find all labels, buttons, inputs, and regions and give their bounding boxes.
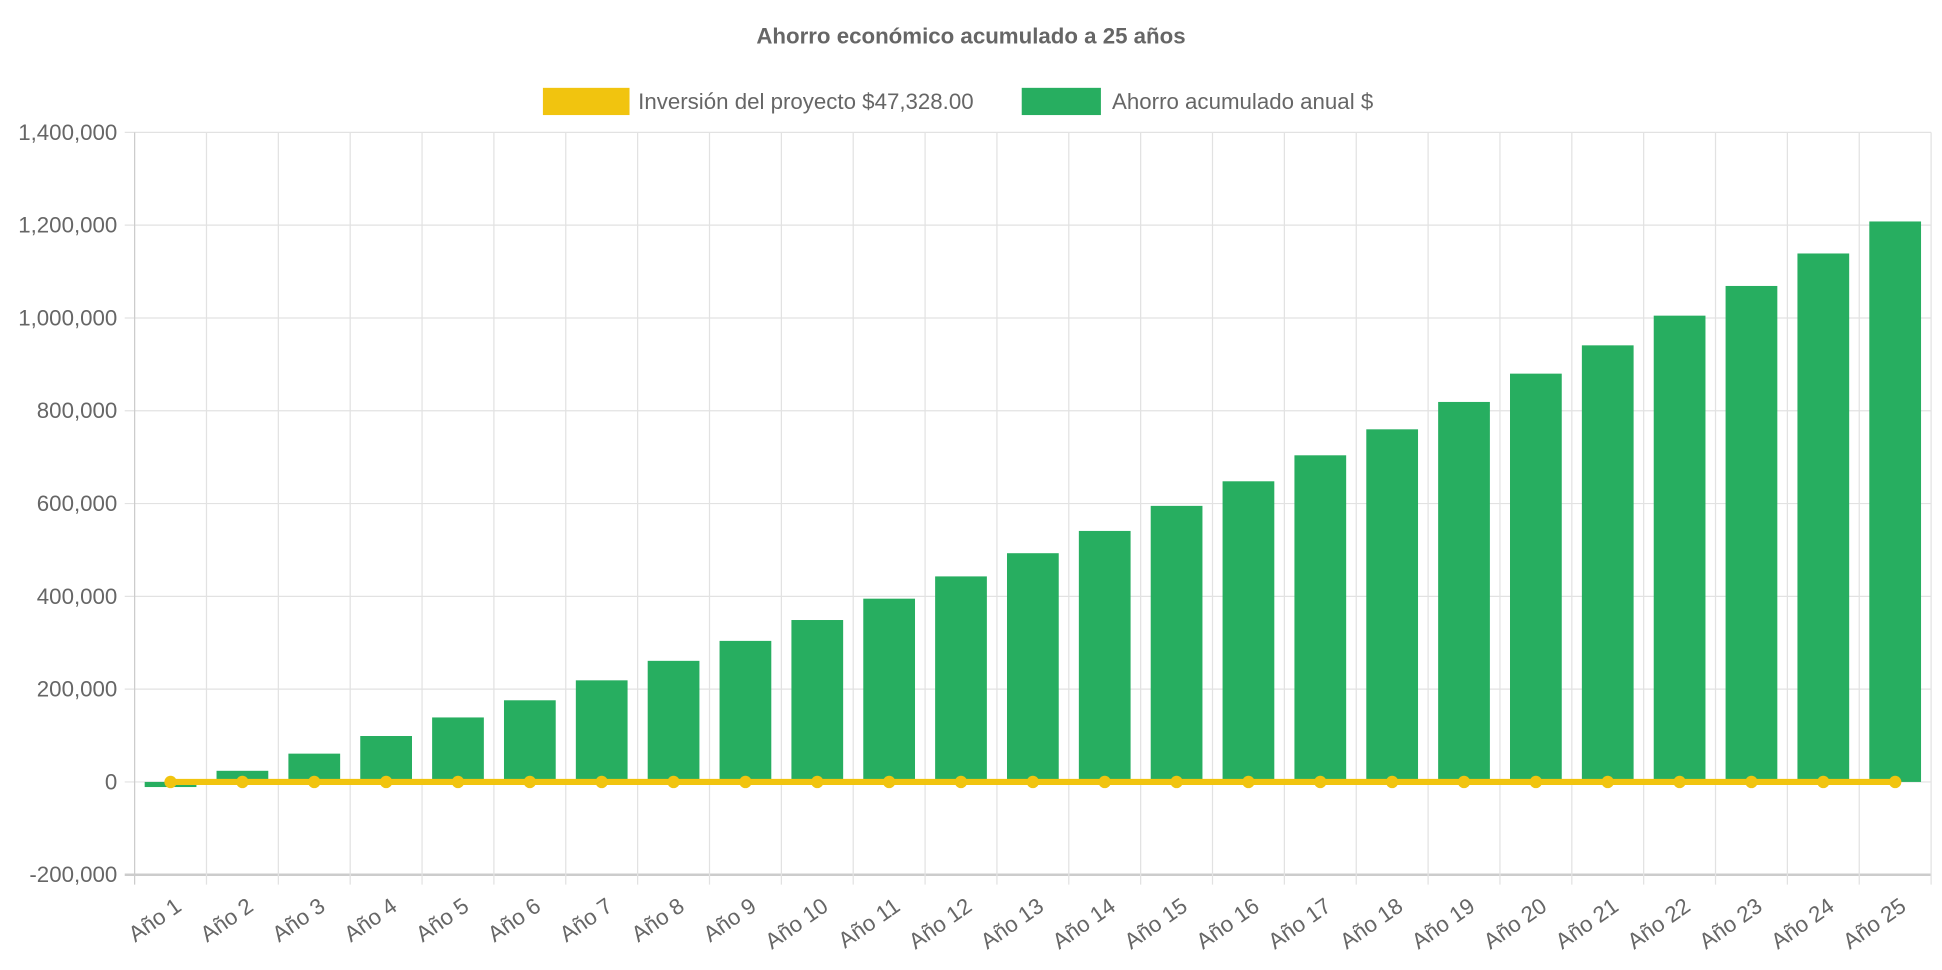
- investment-point: [236, 775, 249, 789]
- x-tick-label: Año 25: [1838, 893, 1910, 954]
- bar: [1653, 315, 1706, 782]
- x-tick-label: Año 11: [834, 893, 905, 953]
- bar: [360, 736, 412, 782]
- x-tick-label: Año 4: [339, 893, 401, 947]
- bar: [575, 680, 628, 782]
- x-tick-label: Año 15: [1120, 893, 1192, 954]
- bar: [1581, 345, 1634, 782]
- investment-point: [811, 775, 824, 789]
- x-axis: Año 1 Año 2 Año 3 Año 4 Año 5 Año 6 Año 7 Año 8…: [124, 893, 1911, 954]
- x-tick-label: Año 8: [627, 893, 689, 947]
- y-tick-label: 200,000: [37, 677, 118, 702]
- grid: [124, 131, 1932, 885]
- investment-point: [1385, 775, 1399, 789]
- bar: [1006, 553, 1059, 782]
- investment-point: [954, 775, 968, 789]
- x-tick-label: Año 22: [1623, 893, 1695, 954]
- x-tick-label: Año 14: [1048, 893, 1120, 954]
- x-tick-label: Año 20: [1479, 893, 1551, 954]
- x-tick-label: Año 24: [1766, 893, 1838, 954]
- investment-point: [1026, 775, 1040, 789]
- bar: [1294, 455, 1347, 782]
- y-tick-label: 600,000: [37, 491, 118, 516]
- x-tick-label: Año 1: [124, 893, 186, 947]
- legend: Inversión del proyecto $47,328.00 Ahorro…: [542, 87, 1374, 116]
- bar: [791, 620, 844, 782]
- x-tick-label: Año 13: [976, 893, 1048, 954]
- bar: [1725, 285, 1778, 782]
- x-tick-label: Año 7: [555, 893, 617, 947]
- investment-point: [1817, 775, 1830, 789]
- y-tick-label: 400,000: [37, 584, 118, 609]
- y-tick-label: 1,400,000: [18, 120, 117, 145]
- x-tick-label: Año 16: [1192, 893, 1264, 954]
- bar: [935, 576, 987, 782]
- x-tick-label: Año 23: [1695, 893, 1767, 954]
- x-tick-label: Año 3: [268, 893, 330, 947]
- bar: [1797, 253, 1850, 782]
- bar: [1222, 481, 1275, 782]
- investment-point: [1601, 775, 1614, 789]
- investment-point: [1745, 775, 1758, 789]
- bar: [719, 640, 772, 782]
- x-tick-label: Año 5: [411, 893, 473, 947]
- y-tick-label: 0: [105, 769, 117, 794]
- x-tick-label: Año 10: [760, 893, 832, 954]
- x-tick-label: Año 18: [1335, 893, 1407, 954]
- investment-point: [379, 775, 393, 789]
- chart-title: Ahorro económico acumulado a 25 años: [756, 23, 1185, 48]
- bar: [1366, 429, 1419, 782]
- investment-point: [882, 775, 896, 789]
- investment-point: [1457, 775, 1471, 789]
- bar: [1438, 401, 1490, 782]
- legend-swatch-inversion: [542, 87, 630, 116]
- legend-swatch-ahorro: [1021, 87, 1101, 116]
- legend-item-ahorro[interactable]: Ahorro acumulado anual $: [1021, 87, 1374, 116]
- y-tick-label: 800,000: [37, 398, 118, 423]
- y-tick-label: -200,000: [29, 862, 117, 887]
- investment-point: [164, 775, 177, 789]
- y-tick-label: 1,000,000: [18, 305, 117, 330]
- x-tick-label: Año 17: [1263, 893, 1335, 954]
- y-axis: 1,400,000 1,200,000 1,000,000 800,000 600,00…: [18, 120, 117, 887]
- x-tick-label: Año 2: [196, 893, 258, 947]
- y-tick-label: 1,200,000: [18, 213, 117, 238]
- bar: [1510, 373, 1562, 782]
- bar: [1078, 530, 1131, 782]
- investment-point: [1098, 775, 1111, 789]
- investment-point: [595, 775, 608, 789]
- investment-point: [1242, 775, 1255, 789]
- investment-point: [1888, 775, 1902, 789]
- bars: [144, 221, 1922, 788]
- x-tick-label: Año 12: [904, 893, 976, 954]
- bar: [1150, 505, 1203, 782]
- investment-point: [739, 775, 752, 789]
- investment-point: [1673, 775, 1686, 789]
- x-tick-label: Año 19: [1407, 893, 1479, 954]
- investment-line: [164, 775, 1902, 789]
- legend-item-inversion[interactable]: Inversión del proyecto $47,328.00: [542, 87, 974, 116]
- bar: [647, 660, 700, 782]
- investment-point: [451, 775, 465, 789]
- investment-point: [1529, 775, 1543, 789]
- bar: [432, 717, 484, 782]
- x-tick-label: Año 21: [1551, 893, 1623, 954]
- x-tick-label: Año 9: [699, 893, 761, 947]
- investment-point: [1170, 775, 1183, 789]
- investment-point: [667, 775, 680, 789]
- bar: [503, 700, 556, 782]
- legend-label-inversion: Inversión del proyecto $47,328.00: [638, 89, 973, 114]
- investment-point: [523, 775, 537, 789]
- investment-point: [1314, 775, 1327, 789]
- investment-point: [308, 775, 321, 789]
- x-tick-label: Año 6: [483, 893, 545, 947]
- bar: [863, 598, 916, 782]
- legend-label-ahorro: Ahorro acumulado anual $: [1112, 89, 1374, 114]
- bar: [1869, 221, 1922, 782]
